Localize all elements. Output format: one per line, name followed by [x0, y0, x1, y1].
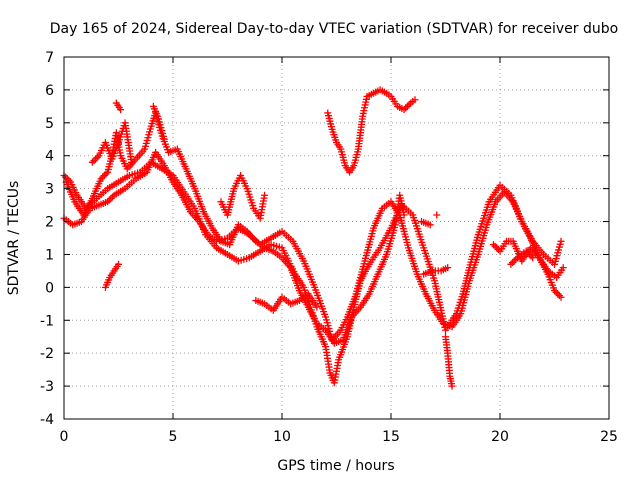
- data-point: [494, 246, 502, 254]
- data-point: [444, 264, 452, 272]
- y-tick-label: -1: [40, 313, 54, 329]
- gridlines: [64, 57, 609, 419]
- data-point: [489, 241, 497, 249]
- series-track-i: [252, 290, 321, 314]
- data-point: [524, 249, 532, 257]
- data-point: [527, 252, 535, 260]
- x-tick-label: 20: [491, 429, 509, 445]
- x-axis-label: GPS time / hours: [277, 458, 394, 474]
- data-point: [512, 255, 520, 263]
- x-tick-label: 5: [169, 429, 178, 445]
- data-point: [411, 96, 419, 104]
- x-tick-label: 25: [600, 429, 618, 445]
- y-tick-label: 5: [45, 116, 54, 132]
- series-track-j: [324, 86, 419, 176]
- data-point: [557, 293, 565, 301]
- data-point: [115, 260, 122, 268]
- y-tick-label: 3: [45, 182, 54, 198]
- plot-frame: [63, 56, 610, 420]
- data-point: [402, 104, 410, 112]
- data-points: [60, 86, 567, 390]
- y-tick-label: -3: [40, 379, 54, 395]
- series-track-f: [112, 99, 125, 114]
- data-point: [88, 158, 96, 166]
- data-point: [102, 170, 110, 178]
- data-point: [510, 257, 518, 265]
- data-point: [529, 254, 537, 262]
- data-point: [507, 260, 515, 268]
- data-point: [160, 135, 168, 143]
- series-track-p: [507, 247, 537, 268]
- y-axis-label: SDTVAR / TECUs: [6, 181, 22, 296]
- series-track-b: [60, 148, 565, 344]
- series-track-n: [442, 333, 456, 390]
- data-point: [105, 196, 113, 204]
- data-point: [109, 193, 117, 201]
- data-point: [509, 259, 517, 267]
- series-track-d: [88, 119, 136, 166]
- data-point: [403, 102, 411, 110]
- series-track-a: [60, 158, 565, 387]
- data-point: [128, 158, 136, 166]
- data-point: [554, 290, 562, 298]
- x-tick-label: 10: [273, 429, 291, 445]
- series-track-g: [149, 102, 168, 143]
- x-tick-label: 15: [382, 429, 400, 445]
- data-point: [522, 247, 530, 255]
- data-point: [491, 242, 499, 250]
- y-tick-label: -4: [40, 412, 54, 428]
- data-point: [97, 175, 105, 183]
- y-tick-label: 4: [45, 149, 54, 165]
- y-tick-label: 1: [45, 247, 54, 263]
- data-point: [99, 173, 107, 181]
- data-point: [448, 382, 456, 390]
- data-point: [525, 250, 533, 258]
- data-point: [92, 155, 100, 163]
- chart-title: Day 165 of 2024, Sidereal Day-to-day VTE…: [50, 21, 618, 37]
- data-point: [400, 106, 408, 114]
- y-tick-label: 2: [45, 215, 54, 231]
- data-point: [117, 106, 125, 114]
- data-point: [261, 191, 269, 199]
- data-point: [107, 195, 115, 203]
- data-point: [405, 101, 413, 109]
- y-tick-label: -2: [40, 346, 54, 362]
- series-track-m: [433, 211, 441, 219]
- data-point: [93, 153, 101, 161]
- data-point: [493, 244, 501, 252]
- data-point: [104, 198, 112, 206]
- data-point: [559, 264, 567, 272]
- x-tick-label: 0: [60, 429, 69, 445]
- data-point: [313, 303, 321, 311]
- y-tick-label: 6: [45, 83, 54, 99]
- data-point: [433, 211, 441, 219]
- data-point: [555, 292, 563, 300]
- data-point: [90, 157, 98, 165]
- y-tick-label: 0: [45, 280, 54, 296]
- data-point: [426, 221, 434, 229]
- y-tick-label: 7: [45, 50, 54, 66]
- series-track-k: [418, 218, 434, 229]
- series-track-e: [101, 260, 122, 291]
- data-point: [557, 237, 565, 245]
- data-point: [552, 288, 560, 296]
- series-track-l: [420, 264, 452, 278]
- data-point: [400, 211, 408, 219]
- data-point: [100, 171, 108, 179]
- axes: 0 5 10 15 20 25 -4 -3 -2 -1 0 1 2 3 4 5 6 7: [40, 50, 618, 445]
- data-point: [551, 287, 558, 295]
- series-track-h: [217, 171, 269, 222]
